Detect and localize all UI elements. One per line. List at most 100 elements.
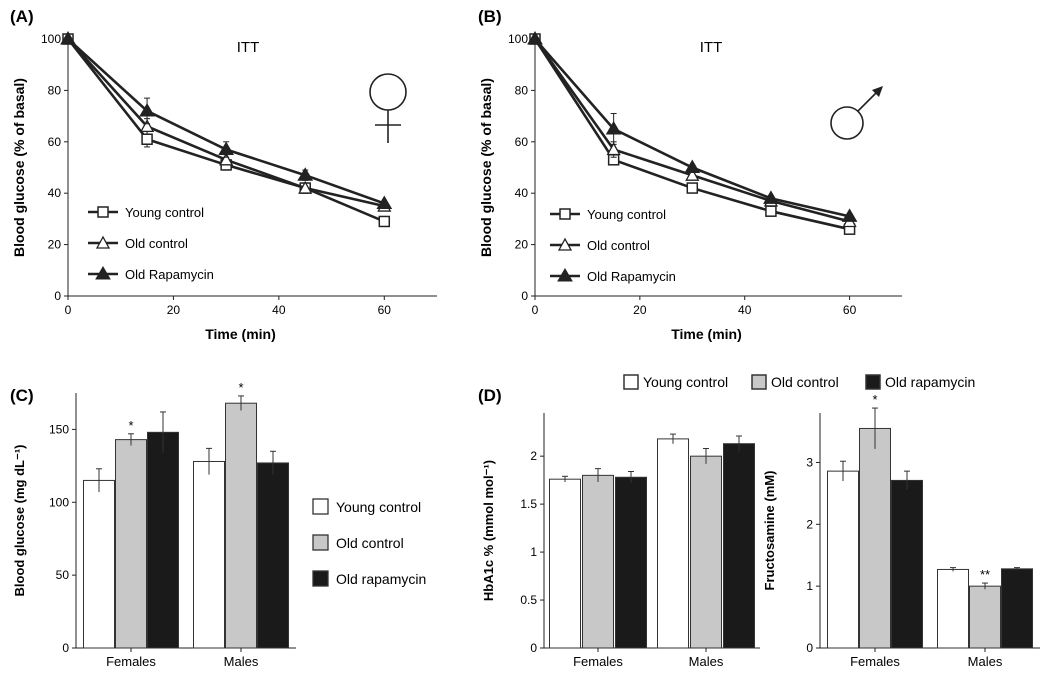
legend-c: Young control Old control Old rapamycin bbox=[313, 499, 426, 587]
y-tick-label: 3 bbox=[806, 455, 813, 469]
legend-swatch bbox=[752, 375, 766, 389]
legend-swatch bbox=[313, 535, 328, 550]
female-symbol bbox=[370, 74, 406, 110]
series-young-control: Young control bbox=[63, 34, 389, 226]
bar-old-rapamycin bbox=[892, 480, 923, 648]
bar-young-control bbox=[84, 480, 115, 648]
y-tick-label: 60 bbox=[48, 135, 62, 149]
series-line bbox=[68, 39, 384, 203]
x-tick-label: Females bbox=[106, 654, 156, 669]
panel-C: (C) 0 50 100 150 Blood glucose (mg dL⁻¹) * Fema… bbox=[10, 380, 296, 669]
panel-A: (A) 0 20 40 60 80 100 0 20 40 60 Time (min) Blood gl… bbox=[10, 7, 437, 342]
legend-d: Young control Old control Old rapamycin bbox=[624, 374, 975, 390]
male-symbol-arrow bbox=[858, 91, 878, 111]
x-tick-label: 40 bbox=[738, 303, 752, 317]
significance-marker: ** bbox=[980, 567, 990, 582]
series-line bbox=[535, 39, 850, 221]
bar-old-rapamycin bbox=[148, 432, 179, 648]
y-axis-label: Fructosamine (mM) bbox=[762, 471, 777, 591]
bar-young-control bbox=[938, 569, 969, 648]
chart-title: ITT bbox=[237, 39, 260, 56]
bar-old-rapamycin bbox=[258, 463, 289, 648]
y-tick-label: 150 bbox=[49, 422, 69, 436]
x-axis-label: Time (min) bbox=[671, 326, 742, 342]
legend-label: Old Rapamycin bbox=[125, 267, 214, 282]
male-symbol bbox=[831, 107, 863, 139]
x-tick-label: 60 bbox=[843, 303, 857, 317]
y-tick-label: 40 bbox=[48, 186, 62, 200]
y-tick-label: 0 bbox=[62, 641, 69, 655]
bar-young-control bbox=[194, 461, 225, 648]
y-tick-label: 100 bbox=[508, 32, 528, 46]
x-tick-label: 40 bbox=[272, 303, 286, 317]
x-tick-label: 20 bbox=[167, 303, 181, 317]
y-tick-label: 80 bbox=[48, 83, 62, 97]
y-axis-label: HbA1c % (mmol mol⁻¹) bbox=[481, 460, 496, 601]
y-tick-label: 80 bbox=[515, 83, 529, 97]
series-young-control: Young control bbox=[530, 34, 855, 234]
bar-old-control bbox=[691, 456, 722, 648]
y-tick-label: 40 bbox=[515, 186, 529, 200]
y-axis-label: Blood glucose (% of basal) bbox=[478, 78, 494, 257]
legend-label: Old rapamycin bbox=[885, 374, 975, 390]
bar-old-control bbox=[226, 403, 257, 648]
x-tick-label: 0 bbox=[65, 303, 72, 317]
panel-label: (D) bbox=[478, 386, 502, 405]
bar-old-control bbox=[583, 475, 614, 648]
legend-label: Young control bbox=[643, 374, 728, 390]
data-point bbox=[379, 216, 389, 226]
bar-old-control bbox=[970, 586, 1001, 648]
legend-label: Old control bbox=[125, 236, 188, 251]
legend-label: Old Rapamycin bbox=[587, 269, 676, 284]
series-line bbox=[68, 39, 384, 206]
significance-marker: * bbox=[872, 392, 877, 407]
bar-young-control bbox=[550, 479, 581, 648]
y-tick-label: 1 bbox=[530, 545, 537, 559]
x-tick-label: 0 bbox=[532, 303, 539, 317]
legend-swatch bbox=[624, 375, 638, 389]
y-tick-label: 20 bbox=[515, 238, 529, 252]
panel-B: (B) 0 20 40 60 80 100 0 20 40 60 Time (min) Blood gl… bbox=[478, 7, 902, 342]
legend-label: Old control bbox=[771, 374, 839, 390]
bar-young-control bbox=[658, 439, 689, 648]
x-tick-label: Females bbox=[573, 654, 623, 669]
significance-marker: * bbox=[128, 418, 133, 433]
x-tick-label: Males bbox=[224, 654, 259, 669]
bar-old-control bbox=[860, 428, 891, 648]
y-tick-label: 100 bbox=[49, 495, 69, 509]
y-axis-label: Blood glucose (mg dL⁻¹) bbox=[12, 444, 27, 596]
legend-label: Young control bbox=[336, 499, 421, 515]
legend-swatch bbox=[866, 375, 880, 389]
significance-marker: * bbox=[238, 380, 243, 395]
legend-label: Young control bbox=[125, 205, 204, 220]
panel-label: (C) bbox=[10, 386, 34, 405]
y-tick-label: 50 bbox=[56, 568, 70, 582]
chart-title: ITT bbox=[700, 39, 723, 56]
panel-D1: (D)00.511.52HbA1c % (mmol mol⁻¹)Females M… bbox=[478, 386, 760, 669]
y-axis-label: Blood glucose (% of basal) bbox=[11, 78, 27, 257]
bar-old-rapamycin bbox=[1002, 569, 1033, 648]
data-point bbox=[687, 183, 697, 193]
y-tick-label: 0 bbox=[54, 289, 61, 303]
y-tick-label: 2 bbox=[530, 449, 537, 463]
bar-young-control bbox=[828, 471, 859, 648]
legend-swatch bbox=[313, 571, 328, 586]
y-tick-label: 1.5 bbox=[520, 497, 537, 511]
legend-marker bbox=[560, 209, 570, 219]
y-tick-label: 0 bbox=[530, 641, 537, 655]
data-point bbox=[766, 206, 776, 216]
y-tick-label: 1 bbox=[806, 579, 813, 593]
x-tick-label: Females bbox=[850, 654, 900, 669]
y-tick-label: 0 bbox=[521, 289, 528, 303]
y-tick-label: 0 bbox=[806, 641, 813, 655]
panel-label: (B) bbox=[478, 7, 502, 26]
bar-old-rapamycin bbox=[616, 477, 647, 648]
bar-old-control bbox=[116, 440, 147, 648]
data-point bbox=[142, 134, 152, 144]
legend-label: Young control bbox=[587, 207, 666, 222]
x-tick-label: 60 bbox=[378, 303, 392, 317]
panel-label: (A) bbox=[10, 7, 34, 26]
series-line bbox=[535, 39, 850, 229]
x-tick-label: Males bbox=[689, 654, 724, 669]
